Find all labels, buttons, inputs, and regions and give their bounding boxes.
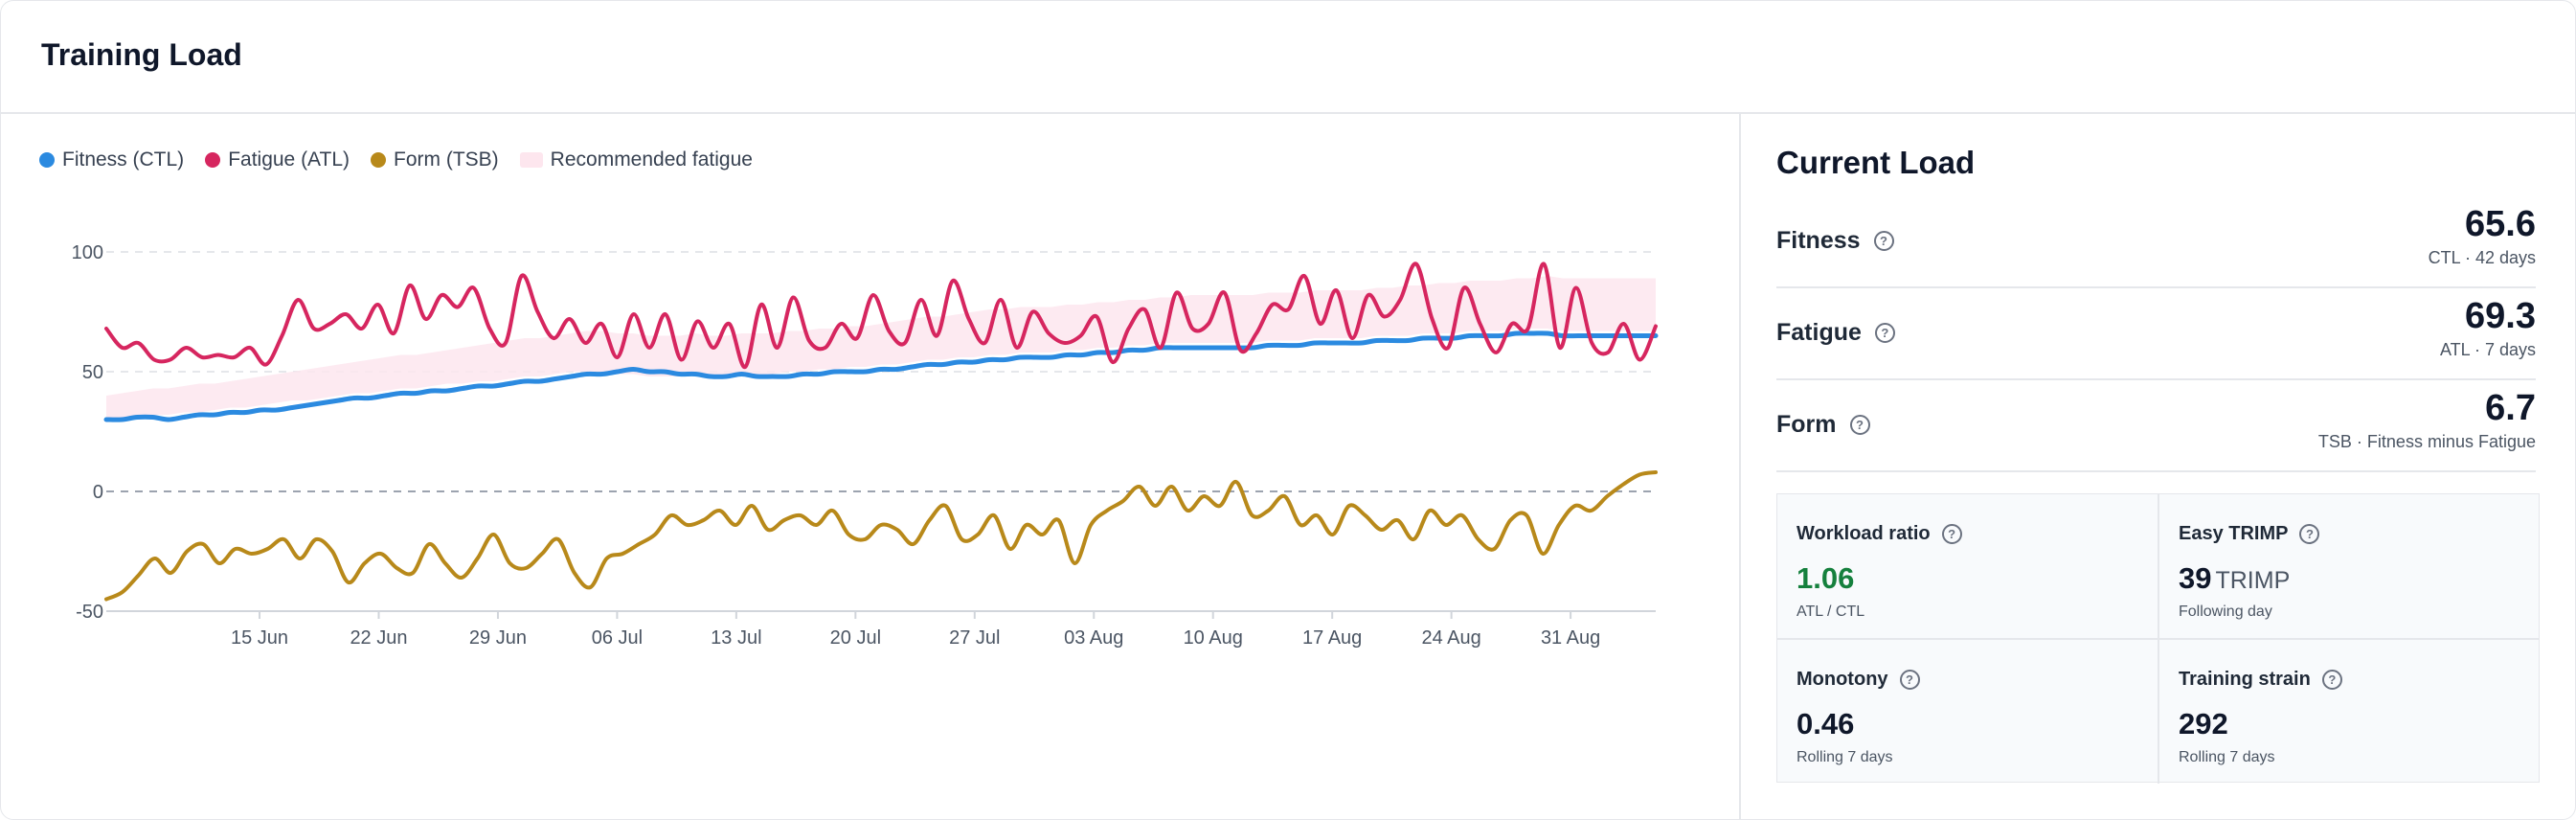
- stat-number: 1.06: [1796, 561, 1855, 595]
- stat-value-easy-trimp: 39 TRIMP: [2179, 561, 2290, 596]
- chart-pane: 100 50 0 -50 15 Jun 22 Jun 29 Jun 06 Jul 13 Jul 2…: [1, 114, 1739, 819]
- legend-label-fatigue: Fatigue (ATL): [228, 148, 350, 171]
- metric-name: Fitness: [1776, 227, 1861, 254]
- series-line-fatigue: [104, 262, 1658, 370]
- metric-name: Form: [1776, 411, 1837, 438]
- x-tick-label: 03 Aug: [1064, 627, 1123, 649]
- metric-value-form: 6.7: [2485, 388, 2536, 428]
- metric-label-fatigue: Fatigue ?: [1776, 319, 1895, 347]
- metric-label-form: Form ?: [1776, 411, 1870, 439]
- legend-label-form: Form (TSB): [394, 148, 499, 171]
- metric-sub-form: TSB · Fitness minus Fatigue: [2317, 432, 2536, 451]
- metric-row-form: Form ? 6.7 TSB · Fitness minus Fatigue: [1776, 378, 2536, 472]
- stat-sub-easy-trimp: Following day: [2179, 604, 2272, 620]
- stat-sub-workload-ratio: ATL / CTL: [1796, 604, 1865, 620]
- stat-label-easy-trimp: Easy TRIMP ?: [2179, 523, 2320, 545]
- y-tick-label: -50: [76, 602, 103, 623]
- metric-label-fitness: Fitness ?: [1776, 227, 1894, 255]
- y-tick-label: 100: [72, 242, 103, 263]
- metric-name: Fatigue: [1776, 319, 1862, 346]
- legend-swatch-fatigue: [205, 152, 221, 168]
- card-header: Training Load: [1, 1, 2575, 114]
- stat-number: 0.46: [1796, 707, 1855, 740]
- x-tick-label: 15 Jun: [231, 627, 288, 649]
- legend-swatch-fitness: [39, 152, 55, 168]
- stat-cell-easy-trimp: Easy TRIMP ? 39 TRIMP Following day: [2159, 494, 2540, 640]
- legend-swatch-form: [371, 152, 387, 168]
- chart-legend: Fitness (CTL) Fatigue (ATL) Form (TSB) R…: [39, 148, 753, 171]
- stat-cell-workload-ratio: Workload ratio ? 1.06 ATL / CTL: [1777, 494, 2159, 640]
- legend-item-recommended-fatigue[interactable]: Recommended fatigue: [519, 148, 753, 171]
- series-line-form: [104, 470, 1658, 602]
- x-tick-label: 24 Aug: [1421, 627, 1480, 649]
- metric-row-fatigue: Fatigue ? 69.3 ATL · 7 days: [1776, 286, 2536, 380]
- metric-value-fatigue: 69.3: [2465, 296, 2536, 336]
- stat-name: Training strain: [2179, 669, 2311, 690]
- x-tick-label: 06 Jul: [592, 627, 643, 649]
- metric-row-fitness: Fitness ? 65.6 CTL · 42 days: [1776, 194, 2536, 288]
- stat-label-training-strain: Training strain ?: [2179, 669, 2342, 691]
- x-tick-label: 31 Aug: [1541, 627, 1600, 649]
- metric-value-fitness: 65.6: [2465, 204, 2536, 244]
- stat-unit: TRIMP: [2215, 567, 2291, 594]
- series-line-fitness: [103, 330, 1659, 422]
- legend-label-fitness: Fitness (CTL): [62, 148, 185, 171]
- stat-cell-monotony: Monotony ? 0.46 Rolling 7 days: [1777, 640, 2159, 784]
- training-load-chart: 100 50 0 -50 15 Jun 22 Jun 29 Jun 06 Jul 13 Jul 2…: [72, 242, 1659, 649]
- metric-sub-fitness: CTL · 42 days: [2428, 248, 2536, 267]
- stat-name: Monotony: [1796, 669, 1888, 690]
- legend-item-form[interactable]: Form (TSB): [371, 148, 499, 171]
- y-tick-label: 50: [82, 362, 103, 383]
- x-tick-label: 13 Jul: [711, 627, 761, 649]
- stat-label-workload-ratio: Workload ratio ?: [1796, 523, 1962, 545]
- legend-item-fatigue[interactable]: Fatigue (ATL): [205, 148, 350, 171]
- stat-value-workload-ratio: 1.06: [1796, 561, 1854, 596]
- stat-value-monotony: 0.46: [1796, 707, 1854, 741]
- help-icon[interactable]: ?: [2299, 524, 2320, 544]
- x-tick-label: 10 Aug: [1184, 627, 1243, 649]
- legend-swatch-recommended-fatigue: [519, 152, 543, 168]
- stat-name: Easy TRIMP: [2179, 523, 2289, 544]
- stat-number: 292: [2179, 707, 2228, 740]
- stat-name: Workload ratio: [1796, 523, 1931, 544]
- x-tick-label: 22 Jun: [350, 627, 407, 649]
- help-icon[interactable]: ?: [1941, 524, 1962, 544]
- help-icon[interactable]: ?: [2321, 670, 2342, 690]
- current-load-panel: Current Load Fitness ? 65.6 CTL · 42 day…: [1741, 114, 2575, 819]
- legend-item-fitness[interactable]: Fitness (CTL): [39, 148, 184, 171]
- help-icon[interactable]: ?: [1873, 231, 1894, 251]
- y-tick-label: 0: [93, 482, 103, 503]
- stat-sub-monotony: Rolling 7 days: [1796, 749, 1893, 765]
- x-tick-label: 17 Aug: [1302, 627, 1362, 649]
- help-icon[interactable]: ?: [1899, 670, 1920, 690]
- pane-divider: [1739, 114, 1741, 819]
- stat-value-training-strain: 292: [2179, 707, 2228, 741]
- x-tick-label: 20 Jul: [830, 627, 881, 649]
- card-title: Training Load: [41, 37, 242, 72]
- help-icon[interactable]: ?: [1849, 415, 1870, 435]
- stats-grid: Workload ratio ? 1.06 ATL / CTL Easy TRI…: [1776, 493, 2540, 784]
- panel-title: Current Load: [1776, 145, 1976, 180]
- metric-sub-fatigue: ATL · 7 days: [2439, 340, 2536, 359]
- legend-label-recommended-fatigue: Recommended fatigue: [550, 148, 753, 171]
- x-tick-label: 29 Jun: [469, 627, 527, 649]
- stat-cell-training-strain: Training strain ? 292 Rolling 7 days: [2159, 640, 2540, 784]
- x-tick-label: 27 Jul: [949, 627, 1000, 649]
- help-icon[interactable]: ?: [1874, 323, 1895, 343]
- stat-label-monotony: Monotony ?: [1796, 669, 1920, 691]
- stat-sub-training-strain: Rolling 7 days: [2179, 749, 2275, 765]
- stat-number: 39: [2179, 561, 2212, 595]
